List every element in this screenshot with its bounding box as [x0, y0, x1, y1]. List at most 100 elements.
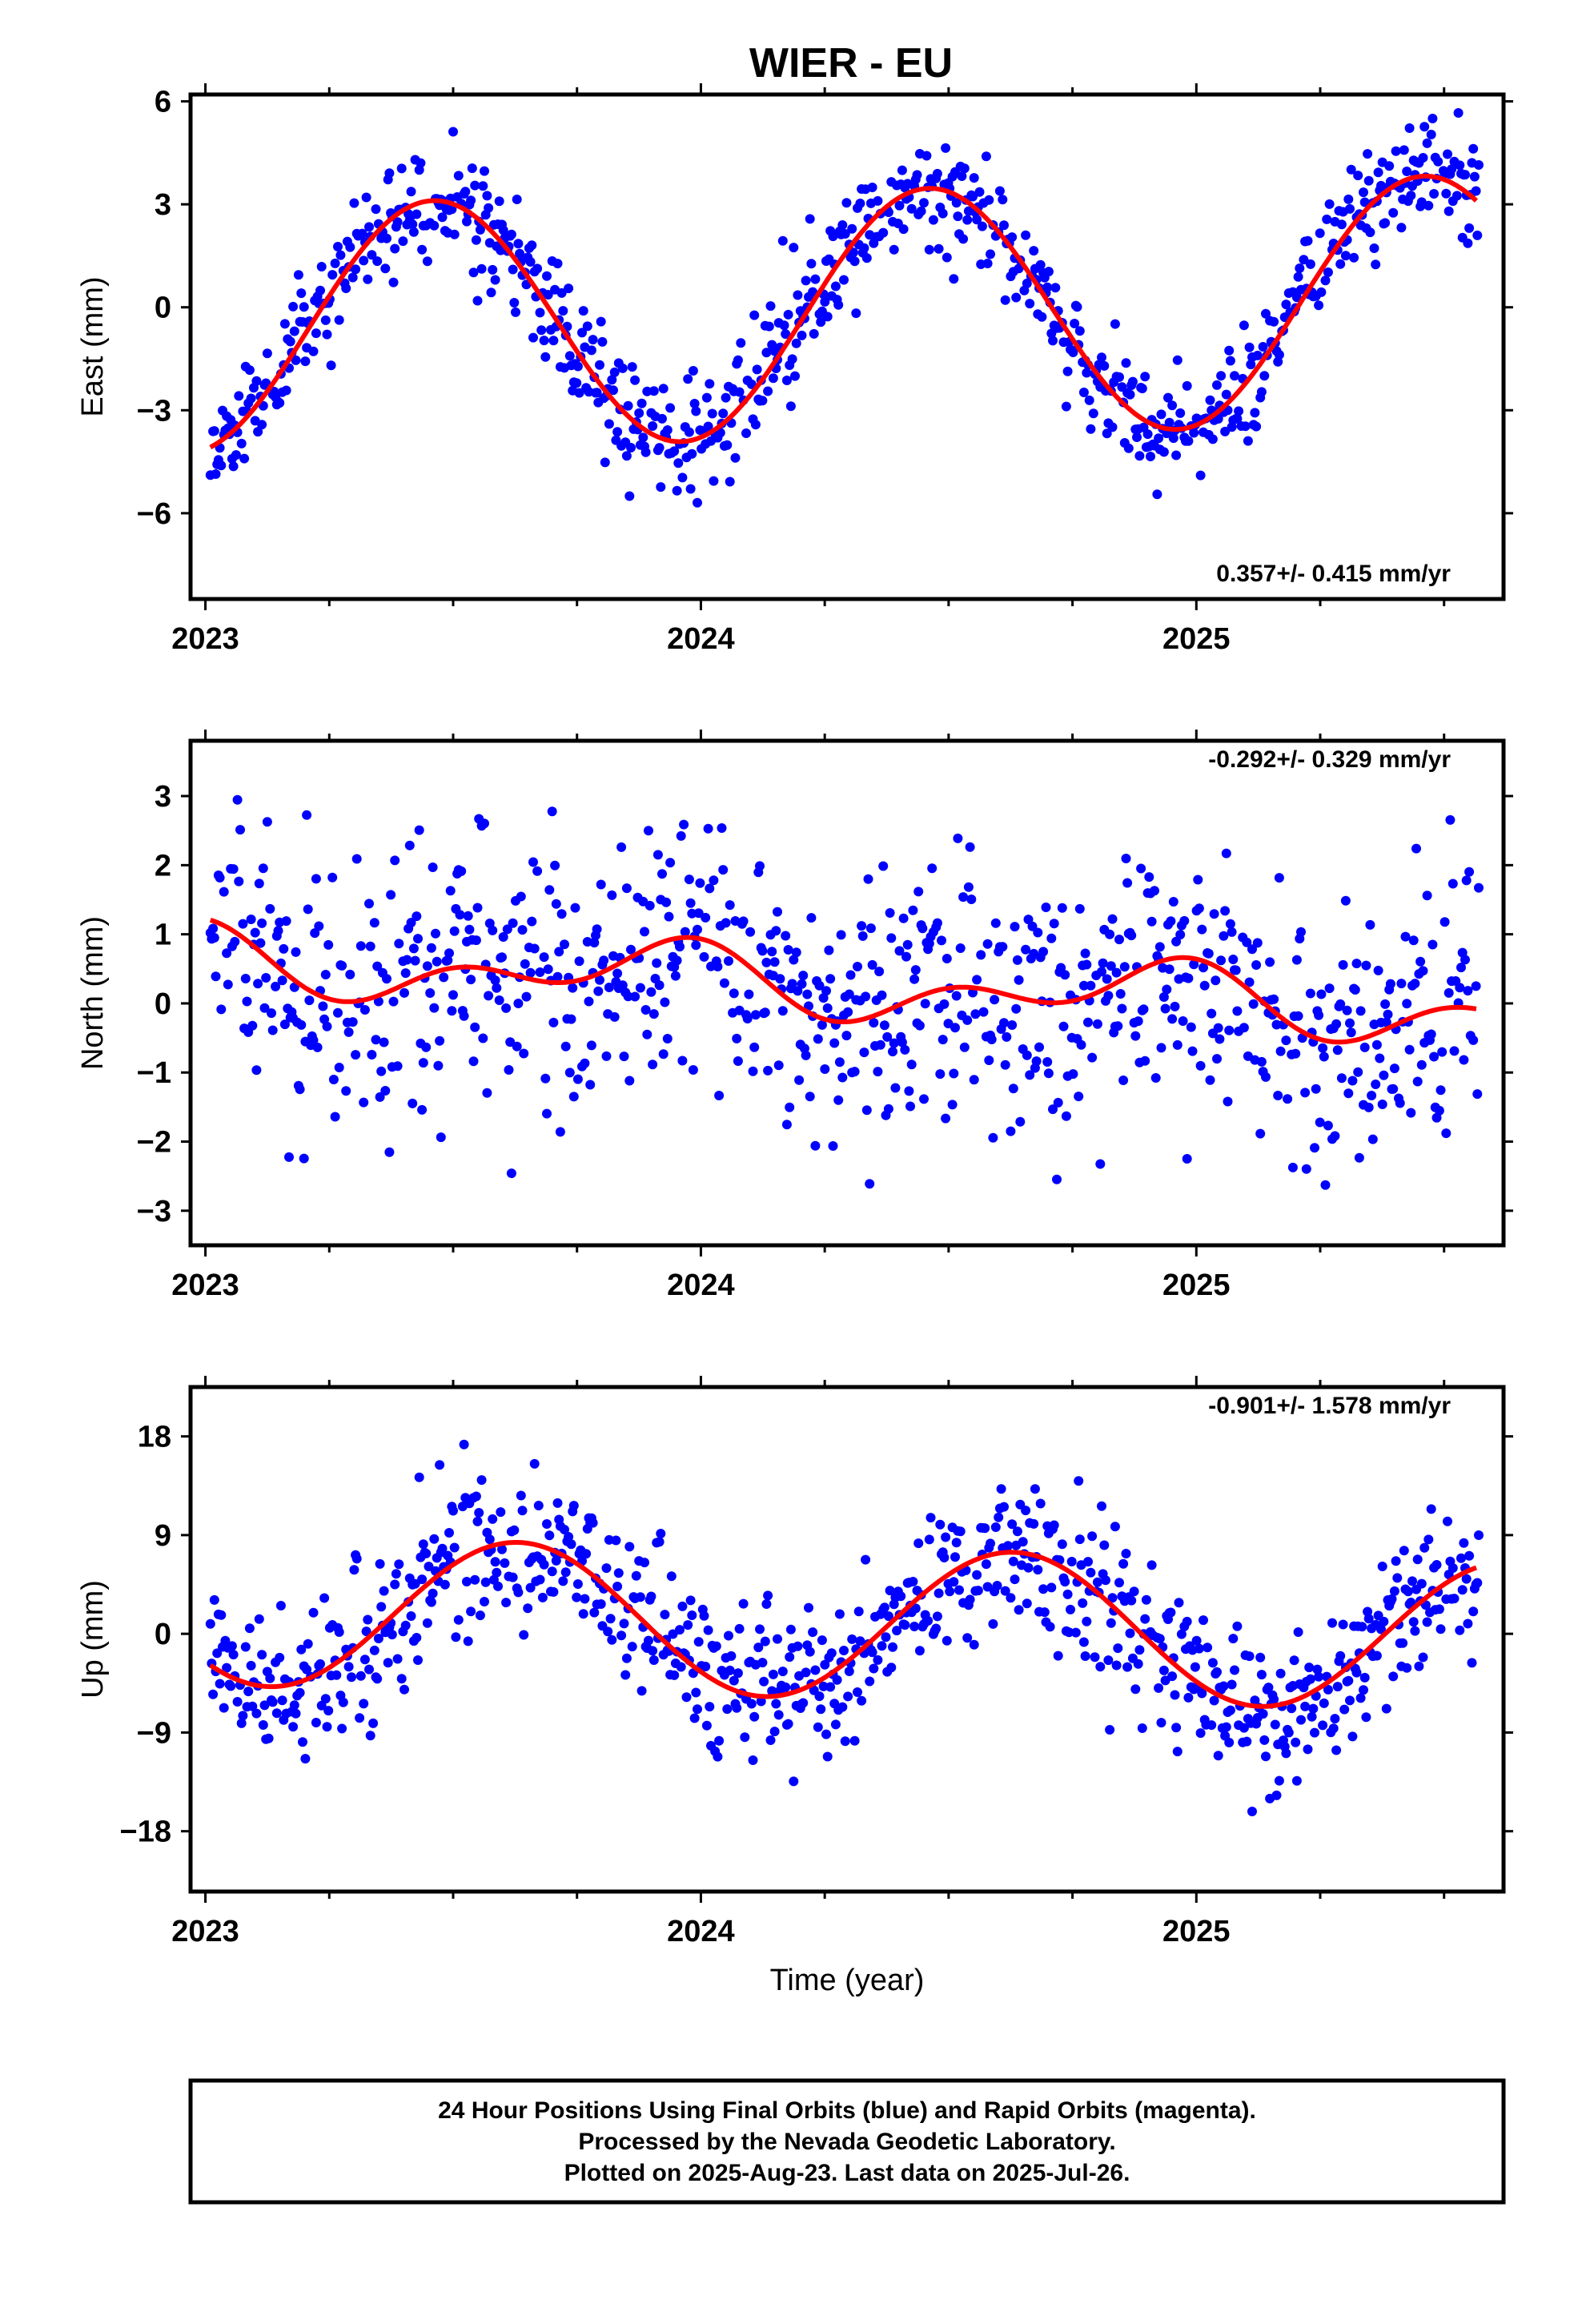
data-point — [648, 1646, 657, 1655]
data-point — [579, 1609, 588, 1618]
data-point — [1015, 1117, 1025, 1127]
data-point — [1147, 917, 1157, 927]
data-point — [466, 975, 476, 984]
data-point — [323, 940, 333, 950]
data-point — [861, 1555, 870, 1565]
data-point — [1303, 1744, 1313, 1754]
data-point — [1110, 320, 1120, 329]
data-point — [288, 1722, 298, 1731]
data-point — [1212, 1054, 1222, 1063]
data-point — [1379, 1071, 1388, 1080]
data-point — [1330, 1132, 1339, 1141]
y-tick-label: −2 — [137, 1126, 171, 1160]
data-point — [665, 912, 674, 922]
data-point — [1155, 942, 1165, 951]
data-point — [1182, 381, 1192, 391]
data-point — [1220, 906, 1230, 915]
data-point — [315, 1659, 325, 1669]
data-point — [1417, 1060, 1427, 1070]
data-point — [382, 234, 391, 243]
y-tick-label: 0 — [155, 292, 171, 325]
data-point — [691, 407, 701, 416]
data-point — [864, 875, 873, 884]
data-point — [474, 1508, 484, 1518]
data-point — [821, 1730, 831, 1739]
data-point — [718, 865, 728, 875]
data-point — [259, 1720, 268, 1730]
data-point — [384, 168, 394, 178]
data-point — [671, 971, 681, 981]
data-point — [1147, 1560, 1157, 1570]
data-point — [356, 1671, 366, 1681]
data-point — [691, 940, 701, 950]
data-point — [585, 1080, 595, 1090]
data-point — [600, 457, 610, 467]
data-point — [251, 1709, 261, 1719]
y-tick-label: 3 — [155, 780, 171, 814]
data-point — [407, 1611, 416, 1621]
data-point — [1050, 919, 1059, 928]
data-point — [771, 926, 781, 935]
data-point — [1257, 1670, 1267, 1679]
data-point — [337, 961, 347, 971]
data-point — [685, 428, 694, 437]
data-point — [464, 911, 473, 921]
data-point — [1414, 1662, 1423, 1671]
data-point — [1413, 1077, 1423, 1087]
data-point — [1388, 1084, 1398, 1094]
data-point — [1162, 985, 1171, 995]
data-point — [389, 278, 399, 287]
data-point — [1002, 1032, 1011, 1042]
data-point — [1226, 919, 1235, 929]
data-point — [1159, 447, 1169, 456]
data-point — [349, 199, 359, 208]
data-point — [714, 1736, 724, 1746]
data-point — [889, 245, 899, 255]
data-point — [1353, 171, 1363, 180]
footer-box: 24 Hour Positions Using Final Orbits (bl… — [191, 2081, 1504, 2202]
data-point — [1075, 904, 1085, 914]
data-point — [660, 1610, 669, 1619]
data-point — [1419, 153, 1428, 163]
data-point — [561, 1567, 571, 1577]
data-point — [1255, 1653, 1265, 1663]
data-point — [1250, 408, 1259, 417]
data-point — [450, 927, 460, 936]
data-point — [941, 1533, 950, 1542]
data-point — [1150, 886, 1159, 895]
data-point — [885, 908, 895, 918]
data-point — [1089, 408, 1098, 418]
data-point — [1361, 1712, 1371, 1722]
data-point — [295, 1688, 305, 1698]
data-point — [583, 321, 592, 331]
data-point — [925, 1534, 934, 1544]
data-point — [482, 1088, 492, 1098]
data-point — [644, 1636, 653, 1646]
data-point — [408, 1099, 417, 1108]
data-point — [1138, 1723, 1147, 1733]
data-point — [751, 1010, 761, 1019]
data-point — [934, 1589, 944, 1598]
data-point — [319, 1594, 329, 1603]
data-point — [620, 1618, 629, 1628]
data-point — [1419, 122, 1429, 131]
data-point — [1067, 1557, 1077, 1566]
data-point — [527, 917, 536, 927]
data-point — [1409, 1617, 1419, 1626]
data-point — [953, 211, 962, 221]
data-point — [1257, 387, 1267, 396]
data-point — [356, 941, 366, 951]
data-point — [548, 806, 557, 816]
data-point — [1315, 1118, 1325, 1128]
data-point — [568, 983, 577, 993]
data-point — [1360, 1673, 1370, 1683]
data-point — [376, 1602, 386, 1611]
data-point — [245, 1623, 255, 1633]
data-point — [1044, 267, 1054, 276]
data-point — [588, 1518, 598, 1528]
data-point — [1318, 1720, 1327, 1730]
data-point — [477, 1475, 487, 1485]
data-point — [813, 1723, 823, 1732]
data-point — [335, 1063, 344, 1072]
data-point — [903, 940, 913, 950]
